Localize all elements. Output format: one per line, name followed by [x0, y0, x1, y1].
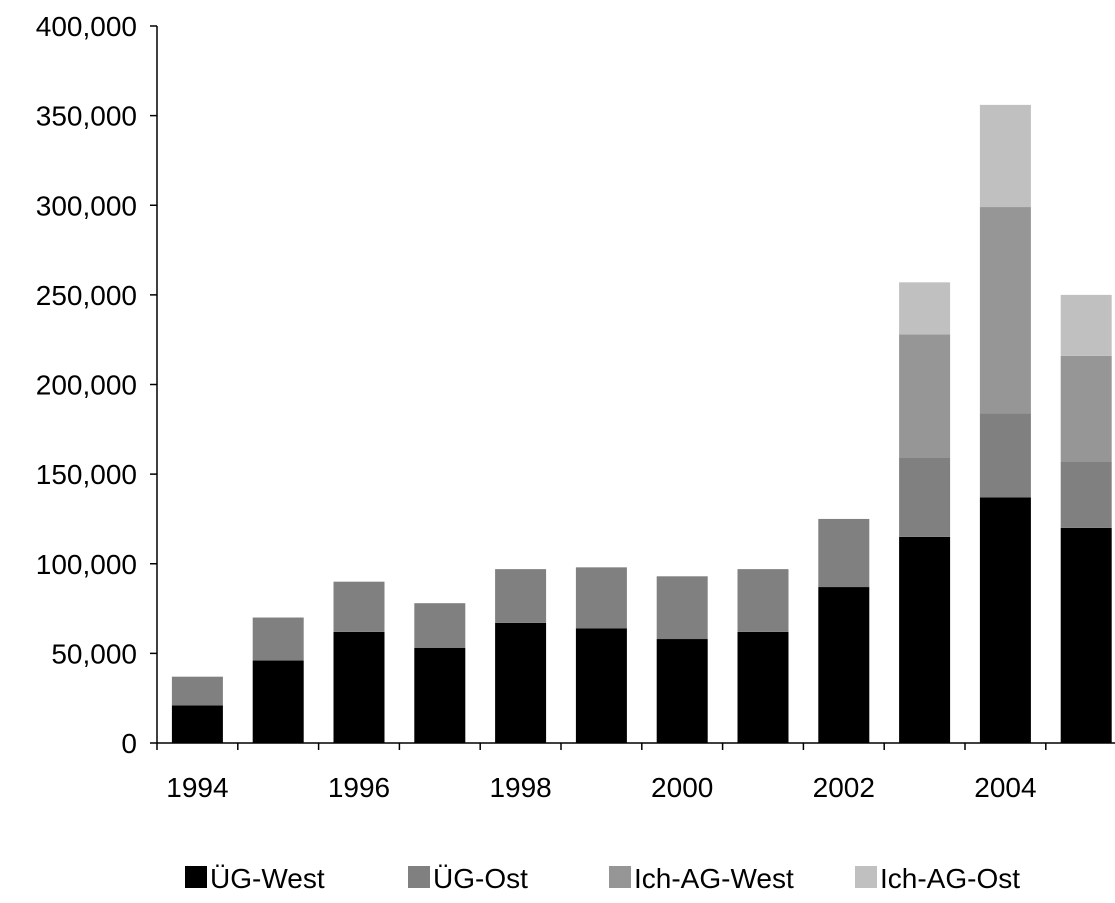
bar-2005--g-west: [1060, 527, 1112, 743]
bar-2002--g-west: [818, 587, 870, 743]
y-tick-label: 0: [121, 728, 137, 759]
bar-2003--g-west: [899, 536, 951, 743]
legend-label: Ich-AG-West: [634, 863, 794, 894]
bar-2001--g-ost: [737, 569, 789, 632]
legend-item-ich-ag-ost: Ich-AG-Ost: [855, 863, 1020, 894]
bar-1997--g-ost: [414, 603, 466, 648]
legend-swatch: [408, 866, 430, 888]
bars-group: [171, 104, 1112, 743]
legend-swatch: [609, 866, 631, 888]
bar-2000--g-west: [656, 639, 708, 743]
y-axis-ticks: 0 50,000 100,000 150,000 200,000 250,000 300,0…: [36, 11, 157, 759]
y-tick-label: 200,000: [36, 370, 137, 401]
x-tick-label: 1996: [328, 772, 390, 803]
bar-1998--g-ost: [495, 569, 547, 623]
legend-label: Ich-AG-Ost: [880, 863, 1020, 894]
bar-2003--g-ost: [899, 457, 951, 537]
y-tick-label: 250,000: [36, 280, 137, 311]
x-tick-label: 2000: [651, 772, 713, 803]
bar-1996--g-west: [333, 631, 385, 743]
legend-item--g-ost: ÜG-Ost: [408, 863, 528, 894]
bar-2004-ich-ag-west: [979, 207, 1031, 414]
legend-label: ÜG-Ost: [433, 863, 528, 894]
legend-item-ich-ag-west: Ich-AG-West: [609, 863, 794, 894]
bar-1996--g-ost: [333, 581, 385, 632]
y-tick-label: 300,000: [36, 190, 137, 221]
legend-label: ÜG-West: [210, 863, 325, 894]
bar-1999--g-ost: [575, 567, 627, 629]
y-tick-label: 50,000: [51, 638, 137, 669]
bar-1994--g-ost: [171, 676, 223, 706]
legend-item--g-west: ÜG-West: [185, 863, 325, 894]
legend-swatch: [185, 866, 207, 888]
bar-1998--g-west: [495, 622, 547, 743]
y-tick-label: 150,000: [36, 459, 137, 490]
bar-2002--g-ost: [818, 518, 870, 588]
x-tick-label: 1994: [166, 772, 228, 803]
legend-swatch: [855, 866, 877, 888]
x-tick-label: 1998: [489, 772, 551, 803]
legend: ÜG-West ÜG-Ost Ich-AG-West Ich-AG-Ost: [185, 863, 1020, 894]
bar-2000--g-ost: [656, 576, 708, 640]
x-tick-label: 2004: [974, 772, 1036, 803]
bar-2004--g-ost: [979, 413, 1031, 498]
bar-1997--g-west: [414, 647, 466, 743]
y-tick-label: 100,000: [36, 549, 137, 580]
bar-2001--g-west: [737, 631, 789, 743]
bar-2003-ich-ag-ost: [899, 282, 951, 335]
x-axis-ticks: 1994 1996 1998 2000 2002 2004: [156, 743, 1047, 803]
y-tick-label: 400,000: [36, 11, 137, 42]
x-tick-label: 2002: [813, 772, 875, 803]
bar-1995--g-ost: [252, 617, 304, 661]
bar-1999--g-west: [575, 628, 627, 743]
bar-2004-ich-ag-ost: [979, 104, 1031, 208]
bar-2003-ich-ag-west: [899, 334, 951, 458]
bar-1994--g-west: [171, 705, 223, 743]
bar-2004--g-west: [979, 497, 1031, 743]
bar-1995--g-west: [252, 660, 304, 743]
bar-2005-ich-ag-ost: [1060, 294, 1112, 356]
bar-2005--g-ost: [1060, 461, 1112, 528]
y-tick-label: 350,000: [36, 101, 137, 132]
bar-2005-ich-ag-west: [1060, 355, 1112, 462]
